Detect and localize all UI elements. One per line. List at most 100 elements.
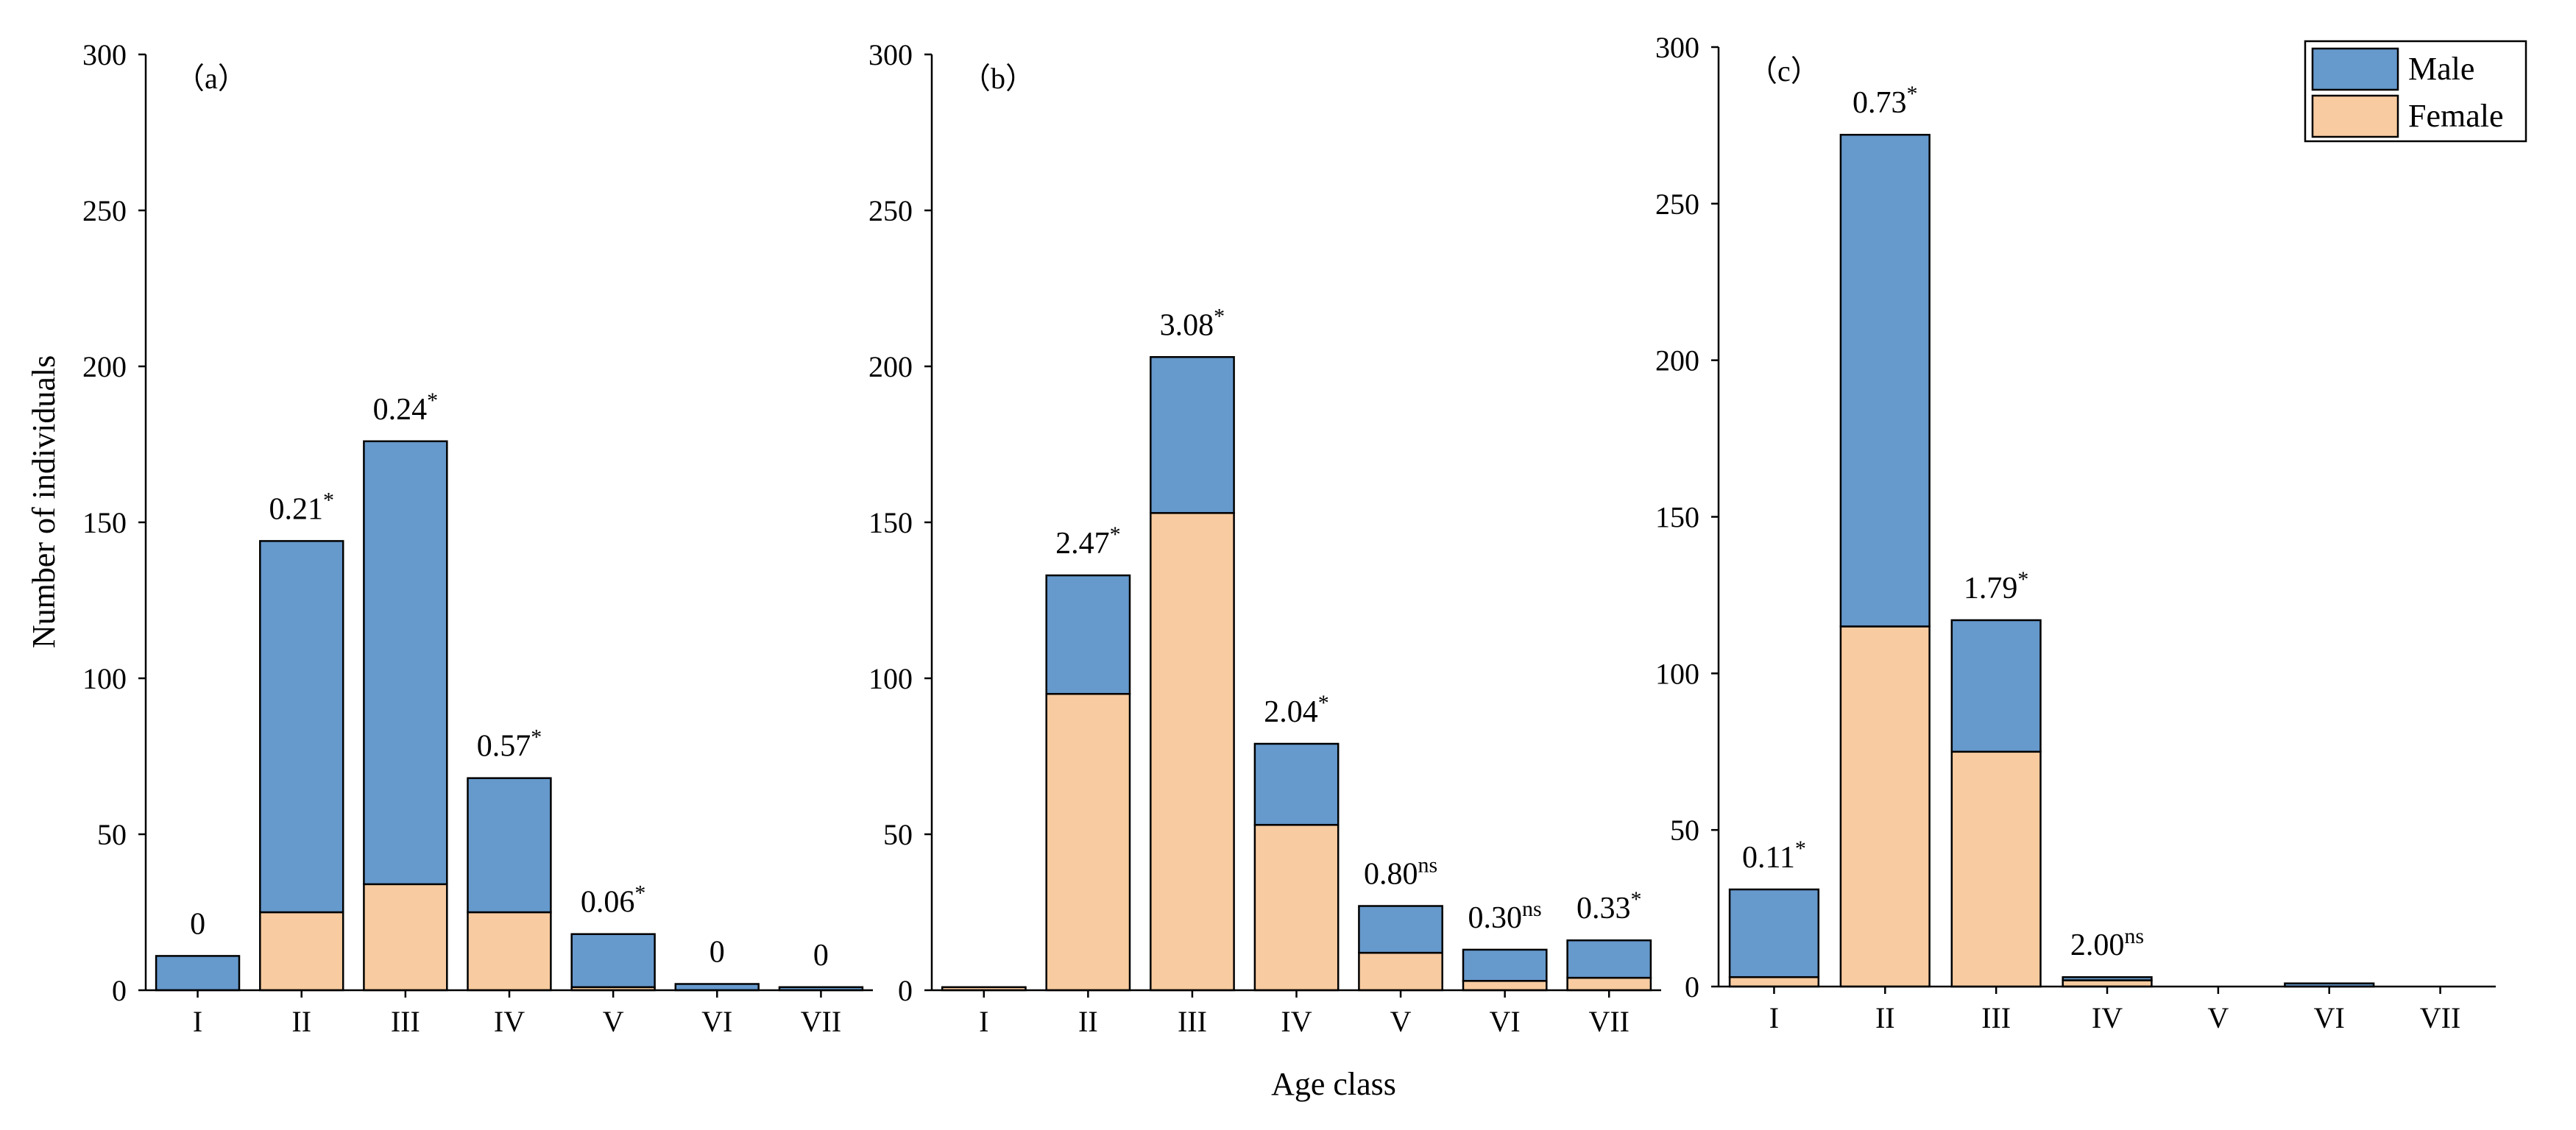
chart-panel-3: 0.11* I 0.73* II 1.79* III 2.00ns IV V VI VII 0 50 10… [1655, 31, 2496, 1034]
bar-female-II [259, 911, 344, 992]
bar-female-IV [1253, 824, 1340, 992]
panel-label: （c） [1748, 54, 1820, 88]
y-tick-label-50: 50 [1670, 814, 1699, 847]
x-tick-label-III: III [1981, 1001, 2011, 1034]
significance-mark: * [1318, 691, 1329, 715]
bar-male-III [1150, 356, 1235, 514]
y-tick-label-100: 100 [868, 662, 913, 695]
bar-male-III [1950, 619, 2042, 753]
significance-mark: * [2017, 567, 2028, 591]
bar-male-VII [1566, 939, 1652, 979]
chart-panel-2: I 2.47* II 3.08* III 2.04* IV 0.80ns V 0.30ns VI 0.… [868, 38, 1661, 1038]
y-tick-label-0: 0 [1685, 970, 1699, 1003]
y-tick-label-50: 50 [883, 818, 913, 851]
y-axis-title: Number of individuals [26, 355, 62, 648]
significance-mark: * [1110, 522, 1121, 547]
y-tick-label-50: 50 [97, 818, 127, 851]
panel-label: （a） [175, 62, 247, 95]
x-tick-label-VII: VII [1588, 1005, 1630, 1038]
bar-male-I [1728, 888, 1820, 978]
value-label-I: 0 [190, 907, 205, 941]
x-tick-label-III: III [391, 1005, 420, 1038]
x-tick-label-IV: IV [1281, 1005, 1312, 1038]
chart-panel-1: 0 I 0.21* II 0.24* III 0.57* IV 0.06* V 0 VI 0 VII 0 50… [82, 38, 873, 1038]
value-label-VI: 0.30ns [1468, 897, 1542, 935]
y-tick-label-0: 0 [898, 974, 913, 1007]
bar-female-V [1358, 951, 1443, 992]
bar-female-II [1839, 625, 1931, 988]
significance-mark: ns [2124, 924, 2144, 948]
y-tick-label-150: 150 [82, 506, 127, 539]
significance-mark: ns [1418, 853, 1437, 878]
y-tick-label-200: 200 [1655, 344, 1699, 377]
x-tick-label-IV: IV [494, 1005, 525, 1038]
x-tick-label-V: V [2207, 1001, 2229, 1034]
bar-male-II [1839, 133, 1931, 628]
y-tick-label-150: 150 [1655, 501, 1699, 534]
x-tick-label-I: I [979, 1005, 988, 1038]
value-label-IV: 2.00ns [2070, 924, 2144, 962]
x-tick-label-VII: VII [801, 1005, 842, 1038]
significance-mark: ns [1522, 897, 1542, 921]
bar-female-III [363, 883, 448, 992]
legend: Male Female [2304, 40, 2527, 143]
panel-label: （b） [961, 62, 1035, 95]
y-tick-label-300: 300 [82, 38, 127, 71]
bar-female-VII [1566, 976, 1652, 992]
y-tick-label-200: 200 [868, 350, 913, 383]
bar-male-VI [1462, 948, 1548, 982]
x-tick-label-I: I [193, 1005, 202, 1038]
bar-female-III [1150, 512, 1235, 992]
bar-male-IV [467, 777, 552, 914]
x-tick-label-VI: VI [701, 1005, 732, 1038]
y-tick-label-300: 300 [1655, 31, 1699, 64]
x-tick-label-III: III [1178, 1005, 1207, 1038]
x-tick-label-VII: VII [2420, 1001, 2461, 1034]
x-tick-label-II: II [291, 1005, 311, 1038]
y-tick-label-150: 150 [868, 506, 913, 539]
value-label-IV: 2.04* [1264, 691, 1329, 729]
y-tick-label-200: 200 [82, 350, 127, 383]
legend-swatch-female [2311, 94, 2399, 138]
x-axis-title: Age class [1271, 1066, 1396, 1102]
bar-male-II [1045, 574, 1131, 695]
legend-label-male: Male [2408, 51, 2474, 87]
y-tick-label-100: 100 [1655, 657, 1699, 690]
significance-mark: * [1907, 82, 1918, 106]
y-tick-label-250: 250 [1655, 188, 1699, 221]
significance-mark: * [1795, 836, 1806, 861]
legend-swatch-male [2311, 47, 2399, 91]
significance-mark: * [1214, 304, 1225, 328]
bar-male-IV [1253, 742, 1340, 826]
bar-female-II [1045, 692, 1131, 992]
x-tick-label-VI: VI [2314, 1001, 2345, 1034]
x-tick-label-V: V [1390, 1005, 1412, 1038]
bar-male-II [259, 540, 344, 914]
bar-female-IV [467, 911, 552, 992]
y-tick-label-300: 300 [868, 38, 913, 71]
value-label-II: 0.21* [269, 488, 334, 526]
bar-male-III [363, 440, 448, 886]
x-tick-label-II: II [1078, 1005, 1098, 1038]
bar-female-IV [2062, 979, 2153, 988]
significance-mark: * [634, 881, 645, 906]
x-tick-label-IV: IV [2092, 1001, 2123, 1034]
y-tick-label-100: 100 [82, 662, 127, 695]
bar-female-I [1728, 976, 1820, 988]
value-label-II: 2.47* [1055, 522, 1121, 561]
x-tick-label-VI: VI [1490, 1005, 1521, 1038]
value-label-III: 0.24* [373, 388, 439, 427]
significance-mark: * [323, 488, 334, 512]
value-label-VII: 0.33* [1577, 887, 1642, 925]
significance-mark: * [1630, 887, 1641, 912]
bar-male-V [1358, 905, 1443, 954]
x-tick-label-I: I [1769, 1001, 1779, 1034]
bar-male-IV [2062, 976, 2153, 981]
value-label-III: 1.79* [1964, 567, 2029, 605]
bar-female-VI [1462, 980, 1548, 992]
value-label-IV: 0.57* [477, 725, 542, 764]
y-tick-label-250: 250 [82, 194, 127, 227]
value-label-VI: 0 [710, 936, 725, 970]
significance-mark: * [427, 388, 438, 413]
bar-female-III [1950, 750, 2042, 988]
